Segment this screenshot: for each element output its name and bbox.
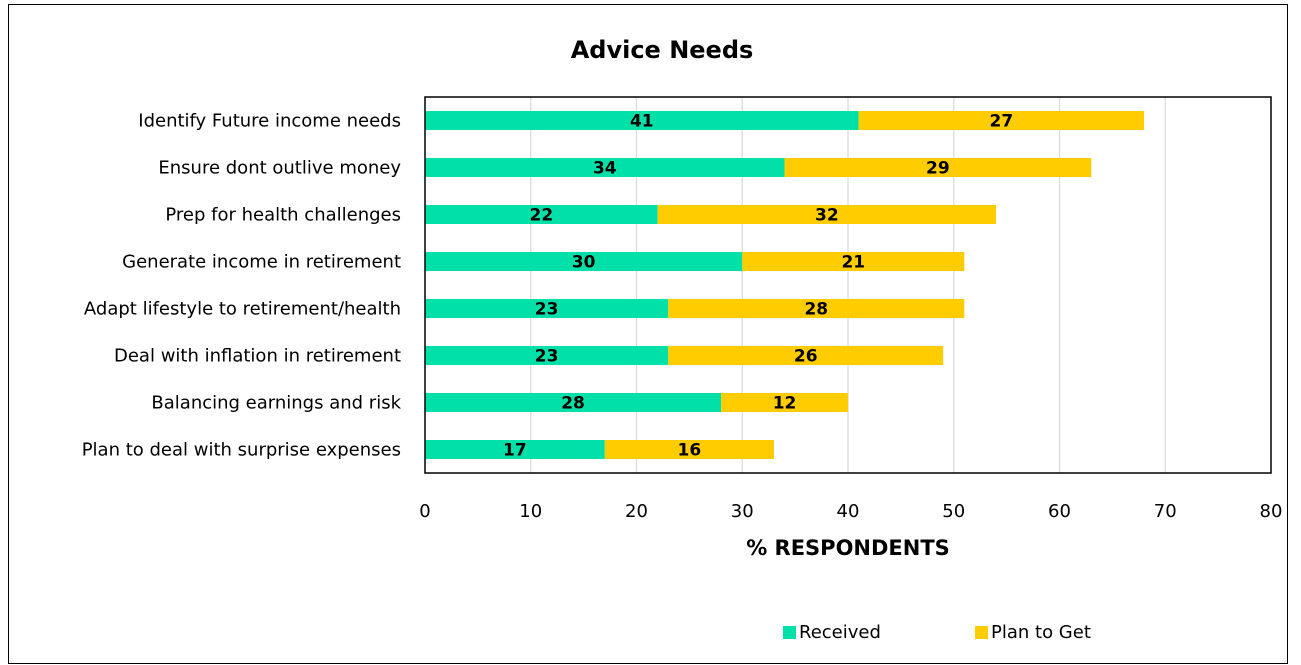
data-label: 28 — [561, 394, 585, 414]
data-labels: 41 27 34 29 22 32 30 21 23 28 23 26 28 12 17 16 — [503, 112, 1013, 461]
bar-plan-to-get — [784, 158, 1092, 177]
data-label: 21 — [841, 253, 865, 273]
bar-plan-to-get — [721, 393, 848, 412]
chart-svg: Advice Needs 41 27 34 29 22 32 30 21 23 28 23 26 28 1… — [82, 36, 1283, 643]
x-tick-label: 30 — [731, 501, 754, 522]
bar-received — [425, 205, 658, 224]
data-label: 29 — [926, 159, 950, 179]
category-label: Identify Future income needs — [138, 111, 401, 132]
data-label: 30 — [572, 253, 596, 273]
x-tick-labels: 0 10 20 30 40 50 60 70 80 — [419, 501, 1282, 522]
gridlines — [530, 97, 1166, 473]
x-tick-label: 40 — [837, 501, 860, 522]
data-label: 16 — [678, 441, 702, 461]
bar-received — [425, 111, 859, 130]
category-label: Adapt lifestyle to retirement/health — [84, 299, 401, 320]
legend-swatch — [975, 626, 988, 639]
bar-plan-to-get — [657, 205, 997, 224]
bar-plan-to-get — [742, 252, 965, 271]
category-label: Deal with inflation in retirement — [114, 346, 401, 367]
x-tick-label: 60 — [1048, 501, 1071, 522]
x-tick-label: 70 — [1154, 501, 1177, 522]
bar-plan-to-get — [668, 299, 965, 318]
data-label: 28 — [804, 300, 828, 320]
category-label: Balancing earnings and risk — [151, 393, 401, 414]
data-label: 27 — [990, 112, 1014, 132]
legend-label: Plan to Get — [991, 622, 1091, 643]
bar-received — [425, 158, 785, 177]
plot-border — [424, 96, 1272, 474]
category-label: Generate income in retirement — [122, 252, 401, 273]
data-label: 23 — [535, 347, 559, 367]
x-tick-label: 20 — [625, 501, 648, 522]
legend-label: Received — [799, 622, 881, 643]
category-label: Prep for health challenges — [165, 205, 401, 226]
bar-plan-to-get — [604, 440, 774, 459]
bar-received — [425, 346, 669, 365]
data-label: 26 — [794, 347, 818, 367]
category-labels: Identify Future income needs Ensure dont … — [82, 111, 402, 461]
data-label: 17 — [503, 441, 527, 461]
data-label: 34 — [593, 159, 617, 179]
category-label: Ensure dont outlive money — [158, 158, 401, 179]
bar-plan-to-get — [668, 346, 944, 365]
bar-received — [425, 252, 743, 271]
x-tick-label: 80 — [1260, 501, 1283, 522]
data-label: 32 — [815, 206, 839, 226]
data-label: 22 — [529, 206, 553, 226]
chart-title: Advice Needs — [571, 36, 754, 64]
bar-received — [425, 299, 669, 318]
bar-received — [425, 393, 722, 412]
x-tick-label: 10 — [519, 501, 542, 522]
bar-received — [425, 440, 605, 459]
data-label: 23 — [535, 300, 559, 320]
data-label: 41 — [630, 112, 654, 132]
category-label: Plan to deal with surprise expenses — [82, 440, 401, 461]
bars — [425, 111, 1145, 459]
x-tick-label: 0 — [419, 501, 430, 522]
legend-swatch — [783, 626, 796, 639]
legend: Received Plan to Get — [783, 622, 1091, 643]
bar-plan-to-get — [858, 111, 1145, 130]
data-label: 12 — [773, 394, 797, 414]
x-tick-label: 50 — [942, 501, 965, 522]
chart-frame: Advice Needs 41 27 34 29 22 32 30 21 23 28 23 26 28 1… — [8, 4, 1288, 664]
x-axis-label: % RESPONDENTS — [746, 536, 950, 560]
